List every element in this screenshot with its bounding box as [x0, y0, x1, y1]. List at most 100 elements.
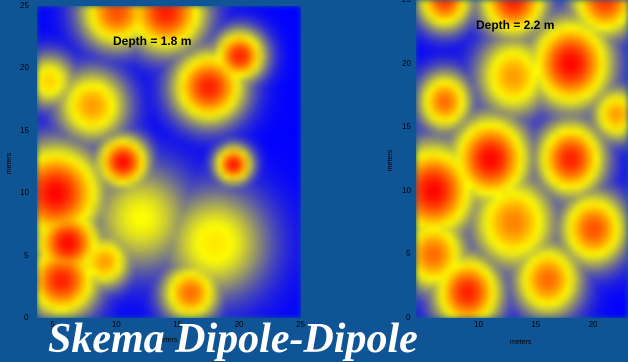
heatmap-cell [546, 299, 552, 307]
heatmap-cell [259, 54, 266, 61]
heatmap-cell [259, 36, 266, 43]
heatmap-cell [211, 72, 218, 79]
heatmap-cell [145, 156, 152, 163]
heatmap-cell [584, 116, 591, 123]
heatmap-cell [517, 159, 523, 166]
heatmap-cell [43, 198, 50, 205]
heatmap-cell [91, 300, 98, 307]
heatmap-cell [235, 198, 242, 205]
heatmap-cell [603, 220, 610, 227]
heatmap-cell [488, 30, 494, 38]
heatmap-cell [444, 73, 451, 81]
heatmap-cell [265, 120, 272, 127]
heatmap-cell [575, 195, 581, 203]
heatmap-cell [531, 116, 538, 123]
heatmap-cell [444, 55, 451, 62]
heatmap-cell [289, 36, 296, 43]
heatmap-cell [497, 73, 504, 81]
heatmap-cell [211, 24, 218, 31]
heatmap-cell [73, 60, 80, 67]
heatmap-cell [599, 134, 605, 142]
heatmap-cell [440, 18, 446, 26]
heatmap-cell [259, 222, 266, 229]
heatmap-cell [507, 159, 513, 166]
heatmap-cell [37, 234, 44, 241]
heatmap-cell [507, 30, 513, 38]
heatmap-cell [103, 264, 110, 271]
heatmap-cell [265, 264, 272, 271]
heatmap-cell [420, 232, 427, 240]
heatmap-cell [277, 42, 284, 49]
heatmap-cell [43, 60, 50, 67]
heatmap-cell [449, 67, 456, 74]
heatmap-cell [37, 228, 44, 235]
heatmap-cell [229, 6, 236, 13]
heatmap-cell [599, 103, 605, 111]
heatmap-cell [493, 91, 499, 99]
heatmap-cell [223, 246, 230, 253]
heatmap-cell [259, 264, 266, 271]
heatmap-cell [560, 226, 566, 233]
heatmap-cell [139, 246, 146, 253]
heatmap-cell [546, 287, 552, 295]
heatmap-cell [469, 122, 475, 130]
heatmap-cell [440, 262, 446, 270]
heatmap-cell [464, 24, 470, 32]
heatmap-cell [145, 204, 152, 211]
heatmap-cell [570, 79, 576, 87]
heatmap-cell [546, 238, 552, 246]
heatmap-cell [127, 36, 134, 43]
heatmap-cell [517, 134, 523, 142]
heatmap-cell [211, 108, 218, 115]
heatmap-cell [181, 12, 188, 19]
heatmap-cell [449, 36, 456, 44]
heatmap-cell [199, 270, 206, 277]
heatmap-cell [435, 85, 441, 93]
heatmap-cell [488, 0, 494, 7]
heatmap-cell [139, 240, 146, 247]
heatmap-cell [73, 270, 80, 277]
heatmap-cell [497, 91, 504, 99]
heatmap-cell [416, 207, 422, 215]
heatmap-cell [613, 177, 619, 185]
heatmap-cell [73, 6, 80, 13]
heatmap-cell [478, 116, 485, 123]
heatmap-cell [121, 90, 128, 97]
heatmap-cell [623, 299, 628, 307]
heatmap-cell [289, 138, 296, 145]
heatmap-cell [464, 250, 470, 258]
heatmap-cell [223, 168, 230, 175]
heatmap-cell [579, 287, 586, 295]
heatmap-cell [608, 42, 615, 50]
heatmap-cell [570, 293, 576, 301]
heatmap-cell [115, 114, 122, 121]
heatmap-cell [199, 48, 206, 55]
heatmap-cell [133, 294, 140, 301]
heatmap-cell [618, 134, 624, 142]
heatmap-cell [127, 168, 134, 175]
heatmap-cell [115, 258, 122, 265]
heatmap-cell [283, 222, 290, 229]
heatmap-cell [145, 240, 152, 247]
heatmap-cell [560, 287, 566, 295]
heatmap-cell [459, 61, 465, 68]
heatmap-cell [205, 234, 212, 241]
heatmap-cell [67, 126, 74, 133]
heatmap-cell [169, 36, 176, 43]
heatmap-cell [473, 146, 480, 154]
heatmap-cell [502, 171, 509, 178]
heatmap-cell [570, 97, 576, 105]
heatmap-cell [608, 159, 615, 166]
heatmap-cell [560, 140, 566, 148]
heatmap-cell [430, 269, 436, 276]
heatmap-cell [526, 12, 533, 19]
heatmap-cell [163, 108, 170, 115]
heatmap-cell [175, 168, 182, 175]
heatmap-cell [211, 300, 218, 307]
heatmap-cell [109, 312, 116, 318]
heatmap-cell [594, 281, 600, 289]
heatmap-cell [283, 240, 290, 247]
heatmap-cell [493, 48, 499, 56]
heatmap-cell [265, 312, 272, 318]
heatmap-cell [526, 79, 533, 87]
